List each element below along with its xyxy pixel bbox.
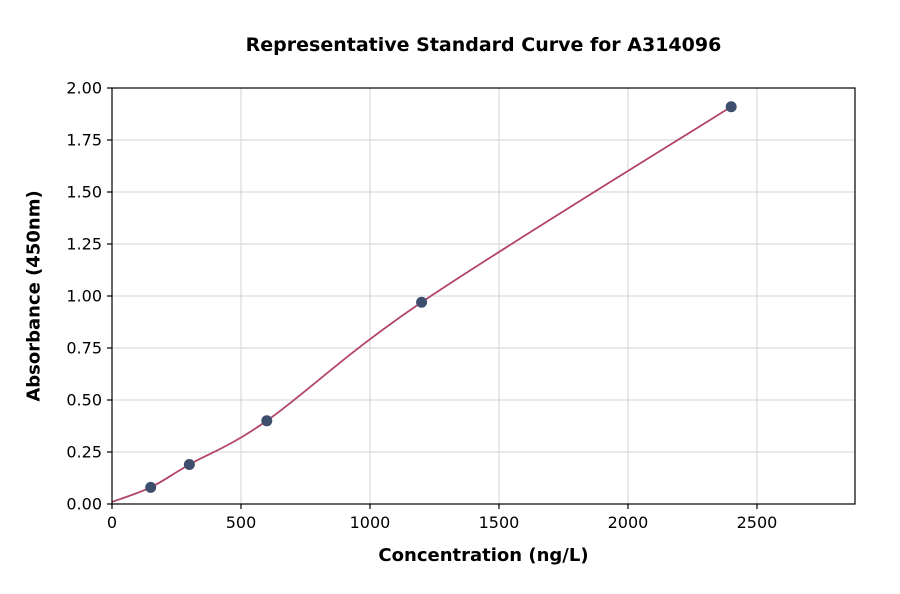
x-tick-label: 2000 [608, 513, 649, 532]
data-point [145, 481, 157, 493]
x-tick-label: 1500 [479, 513, 520, 532]
y-tick-label: 1.75 [66, 131, 102, 150]
data-point [416, 296, 428, 308]
data-point [261, 415, 273, 427]
x-tick-label: 1000 [350, 513, 391, 532]
y-tick-label: 0.75 [66, 339, 102, 358]
y-tick-label: 0.00 [66, 495, 102, 514]
chart-title: Representative Standard Curve for A31409… [245, 34, 722, 56]
y-tick-label: 2.00 [66, 79, 102, 98]
x-tick-label: 2500 [737, 513, 778, 532]
y-tick-label: 1.00 [66, 287, 102, 306]
y-tick-label: 1.50 [66, 183, 102, 202]
x-tick-label: 500 [226, 513, 257, 532]
data-point [183, 458, 195, 470]
data-point [725, 101, 737, 113]
y-tick-label: 0.25 [66, 443, 102, 462]
y-tick-label: 1.25 [66, 235, 102, 254]
x-tick-label: 0 [107, 513, 117, 532]
y-tick-label: 0.50 [66, 391, 102, 410]
x-axis-label: Concentration (ng/L) [378, 545, 589, 566]
